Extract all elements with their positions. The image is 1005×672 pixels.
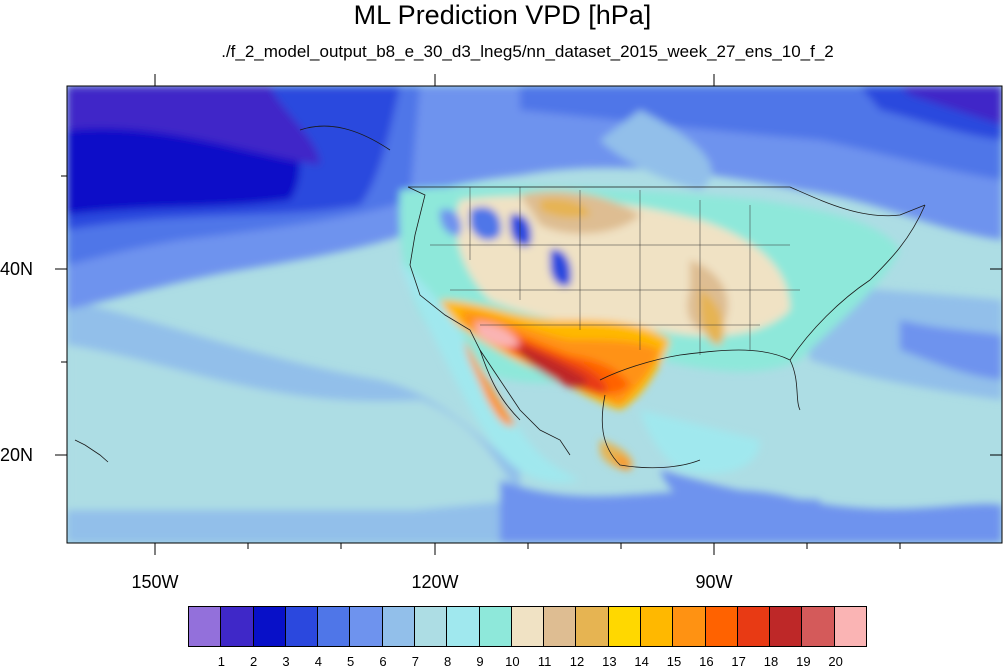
colorbar-label: 14 (634, 654, 649, 669)
x-tick-label: 120W (411, 572, 459, 592)
colorbar-label: 5 (347, 654, 355, 669)
colorbar (188, 606, 867, 647)
colorbar-swatch (576, 607, 609, 646)
colorbar-swatch (737, 607, 771, 646)
colorbar-label: 3 (282, 654, 290, 669)
colorbar-swatch (544, 607, 577, 646)
colorbar-label: 17 (731, 654, 746, 669)
colorbar-swatch (479, 607, 512, 646)
colorbar-label: 20 (828, 654, 843, 669)
colorbar-label: 16 (699, 654, 714, 669)
colorbar-swatch (382, 607, 415, 646)
colorbar-swatch (414, 607, 448, 646)
colorbar-label: 1 (217, 654, 225, 669)
colorbar-swatch (350, 607, 383, 646)
colorbar-swatch (318, 607, 351, 646)
colorbar-swatch (189, 607, 222, 646)
colorbar-label: 6 (379, 654, 387, 669)
colorbar-swatch (834, 607, 866, 646)
colorbar-label: 11 (537, 654, 552, 669)
x-tick-label: 90W (695, 572, 733, 592)
colorbar-swatch (285, 607, 319, 646)
chart-subtitle: ./f_2_model_output_b8_e_30_d3_lneg5/nn_d… (221, 42, 834, 61)
colorbar-swatch (221, 607, 254, 646)
colorbar-label: 15 (666, 654, 682, 669)
colorbar-swatch (673, 607, 706, 646)
colorbar-label: 4 (314, 654, 322, 669)
colorbar-label: 19 (796, 654, 811, 669)
state-borders (430, 187, 800, 355)
colorbar-swatch (770, 607, 803, 646)
colorbar-swatch (802, 607, 835, 646)
y-tick-label: 20N (0, 445, 34, 465)
colorbar-label: 7 (411, 654, 419, 669)
colorbar-label: 18 (763, 654, 779, 669)
colorbar-label: 12 (569, 654, 585, 669)
colorbar-label: 9 (476, 654, 484, 669)
colorbar-swatch (640, 607, 674, 646)
colorbar-label: 8 (444, 654, 452, 669)
colorbar-label: 10 (505, 654, 520, 669)
x-tick-label: 150W (131, 572, 179, 592)
colorbar-swatch (705, 607, 738, 646)
colorbar-swatch (511, 607, 545, 646)
colorbar-swatch (253, 607, 286, 646)
y-tick-label: 40N (0, 259, 34, 279)
colorbar-label: 2 (250, 654, 258, 669)
colorbar-swatch (447, 607, 480, 646)
chart-title: ML Prediction VPD [hPa] (353, 0, 652, 30)
colorbar-label: 13 (602, 654, 617, 669)
vpd-field (67, 86, 1002, 543)
vpd-map (55, 74, 1003, 555)
colorbar-swatch (608, 607, 641, 646)
coastlines (74, 125, 926, 469)
